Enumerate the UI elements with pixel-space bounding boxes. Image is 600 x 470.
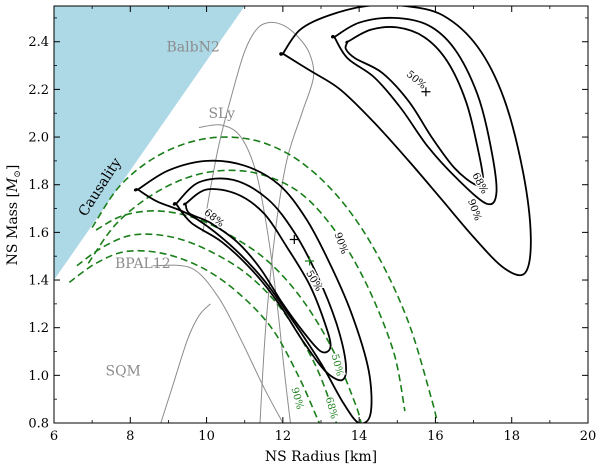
causality-region [54,6,245,280]
green-dashed-contour-4 [76,233,338,423]
y-tick-label: 1.2 [28,321,49,336]
left-contour-68 [172,177,347,382]
left-contour-90 [133,159,373,423]
eos-label-sly: SLy [208,106,235,122]
marker-black-1 [421,87,431,97]
green-contour-level-label: 90% [289,386,305,410]
eos-curve-balbn2 [202,21,315,423]
x-tick-label: 14 [351,429,368,444]
x-tick-label: 10 [198,429,215,444]
eos-curve-bpal12 [153,264,284,423]
eos-label-bpal12: BPAL12 [115,256,171,272]
y-tick-label: 0.8 [28,417,49,432]
marker-black-2 [289,235,299,245]
x-tick-label: 8 [126,429,134,444]
y-axis-title-sub: ⊙ [13,170,23,178]
green-contour-level-label: 68% [323,396,339,420]
eos-curve-sqm [160,303,211,423]
right-contour-90 [279,6,532,277]
left-contour-50 [183,188,332,354]
marker-green-3 [305,256,315,266]
contour-level-label: 50% [404,69,428,92]
plot-area [54,6,532,423]
eos-label-sqm: SQM [105,363,140,379]
x-tick-label: 20 [580,429,597,444]
axes-frame: 6 8 10 12 14 16 18 20 0.8 1.0 1.2 1.4 1.6 1.8 2.0 2.2 2.… [28,5,597,444]
y-axis-title-close: ] [5,165,21,170]
y-axis-title-text: NS Mass [ [5,192,21,265]
y-tick-label: 1.0 [28,369,49,384]
contour-level-label: 90% [465,198,483,223]
y-tick-label: 2.2 [28,83,49,98]
right-contour-68 [331,16,498,206]
y-tick-label: 1.4 [28,274,49,289]
green-contour-level-label: 50% [329,353,345,377]
y-tick-label: 2.0 [28,131,49,146]
y-tick-label: 1.8 [28,178,49,193]
green-dashed-contour-5 [68,249,321,423]
right-contour-50 [344,26,485,187]
y-tick-label: 2.4 [28,35,49,50]
x-tick-label: 16 [427,429,444,444]
x-tick-label: 12 [275,429,292,444]
green-dashed-contour-1 [91,136,439,423]
x-tick-label: 18 [503,429,520,444]
y-tick-label: 1.6 [28,226,49,241]
green-dashed-contour-3 [95,210,362,423]
x-axis-title: NS Radius [km] [265,449,377,465]
contour-level-label: 90% [332,231,350,256]
eos-label-balbn2: BalbN2 [167,39,220,55]
contour-level-label: 50% [303,269,324,294]
green-dashed-contour-2 [87,169,406,412]
eos-curve-sly [198,124,291,423]
y-axis-title: NS Mass [M⊙] [5,165,23,266]
x-tick-label: 6 [50,429,58,444]
y-axis-title-symbol: M [5,177,21,193]
